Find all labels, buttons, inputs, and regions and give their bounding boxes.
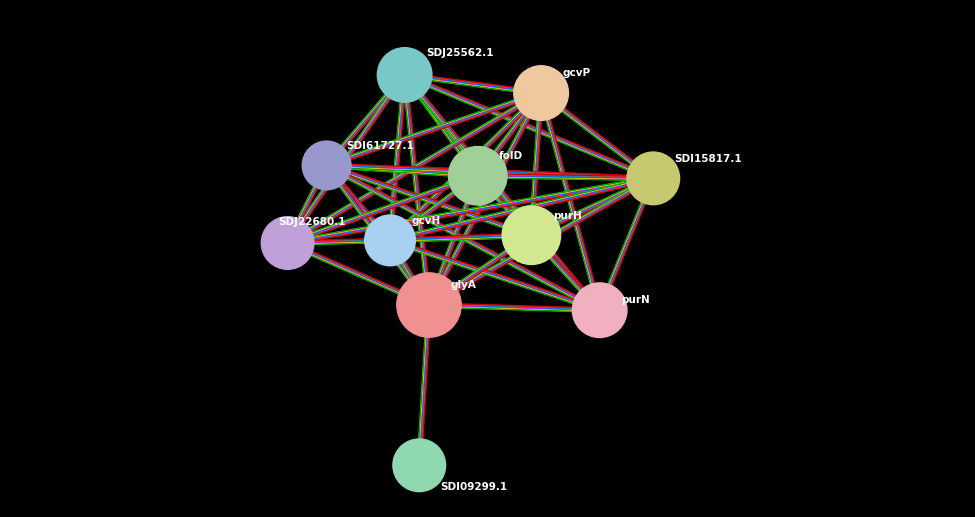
Text: glyA: glyA (450, 280, 477, 291)
Text: SDJ22680.1: SDJ22680.1 (278, 217, 345, 227)
Text: purH: purH (553, 210, 581, 221)
Text: SDJ25562.1: SDJ25562.1 (426, 48, 493, 58)
Text: SDI15817.1: SDI15817.1 (675, 154, 742, 164)
Ellipse shape (302, 141, 351, 190)
Ellipse shape (502, 206, 561, 265)
Ellipse shape (514, 66, 568, 120)
Ellipse shape (627, 152, 680, 205)
Ellipse shape (572, 283, 627, 338)
Ellipse shape (448, 146, 507, 205)
Text: folD: folD (499, 151, 524, 161)
Ellipse shape (365, 215, 415, 266)
Text: SDI61727.1: SDI61727.1 (346, 141, 413, 151)
Ellipse shape (393, 439, 446, 492)
Text: gcvH: gcvH (411, 216, 441, 226)
Text: SDI09299.1: SDI09299.1 (441, 482, 508, 492)
Ellipse shape (261, 217, 314, 269)
Text: purN: purN (621, 295, 649, 305)
Ellipse shape (397, 273, 461, 337)
Ellipse shape (377, 48, 432, 102)
Text: gcvP: gcvP (563, 68, 591, 79)
